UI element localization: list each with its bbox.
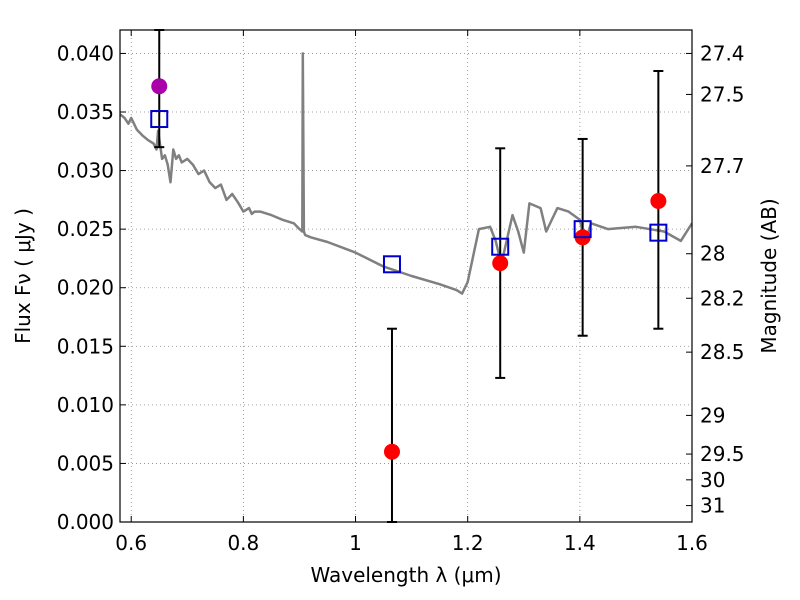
y2-tick-label: 29 xyxy=(700,403,725,427)
y2-tick-label: 31 xyxy=(700,494,725,518)
x-tick-label: 0.8 xyxy=(227,531,259,555)
y2-tick-label: 27.5 xyxy=(700,82,745,106)
y2-tick-label: 28.2 xyxy=(700,286,745,310)
y-tick-label: 0.035 xyxy=(57,100,114,124)
y-tick-label: 0.015 xyxy=(57,334,114,358)
y-tick-label: 0.005 xyxy=(57,451,114,475)
model-point xyxy=(573,220,592,239)
data-points-layer xyxy=(150,78,668,460)
y-tick-label: 0.020 xyxy=(57,276,114,300)
observed-point xyxy=(650,193,667,210)
y2-tick-label: 29.5 xyxy=(700,442,745,466)
y-axis-title: Flux Fν ( μJy ) xyxy=(11,208,35,344)
model-point xyxy=(491,237,510,256)
x-tick-label: 1.6 xyxy=(676,531,708,555)
model-spectrum-line xyxy=(120,52,692,295)
y2-tick-label: 28 xyxy=(700,242,725,266)
ticks-layer: 0.6 0.8 1 1.2 1.4 1.6 0.000 0.005 0.010 0.015 0.02… xyxy=(57,30,745,555)
observed-point xyxy=(151,78,168,95)
y2-tick-label: 30 xyxy=(700,468,725,492)
y-tick-label: 0.000 xyxy=(57,510,114,534)
x-tick-label: 1.4 xyxy=(564,531,596,555)
y2-tick-label: 28.5 xyxy=(700,340,745,364)
x-axis-title: Wavelength λ (μm) xyxy=(310,563,501,587)
plot-frame xyxy=(119,29,693,523)
x-tick-label: 0.6 xyxy=(115,531,147,555)
x-tick-label: 1.2 xyxy=(452,531,484,555)
y2-axis-title: Magnitude (AB) xyxy=(757,198,781,353)
y2-tick-label: 27.7 xyxy=(700,154,745,178)
y-tick-label: 0.025 xyxy=(57,217,114,241)
model-spectrum-layer xyxy=(120,52,692,295)
y-tick-label: 0.010 xyxy=(57,393,114,417)
model-point xyxy=(150,110,169,129)
model-point xyxy=(382,255,401,274)
observed-point xyxy=(492,255,509,272)
x-tick-label: 1 xyxy=(349,531,362,555)
y-tick-label: 0.030 xyxy=(57,159,114,183)
model-point xyxy=(649,223,668,242)
observed-point xyxy=(383,443,400,460)
grid-layer xyxy=(120,30,693,523)
y2-tick-label: 27.4 xyxy=(700,41,745,65)
y-tick-label: 0.040 xyxy=(57,41,114,65)
